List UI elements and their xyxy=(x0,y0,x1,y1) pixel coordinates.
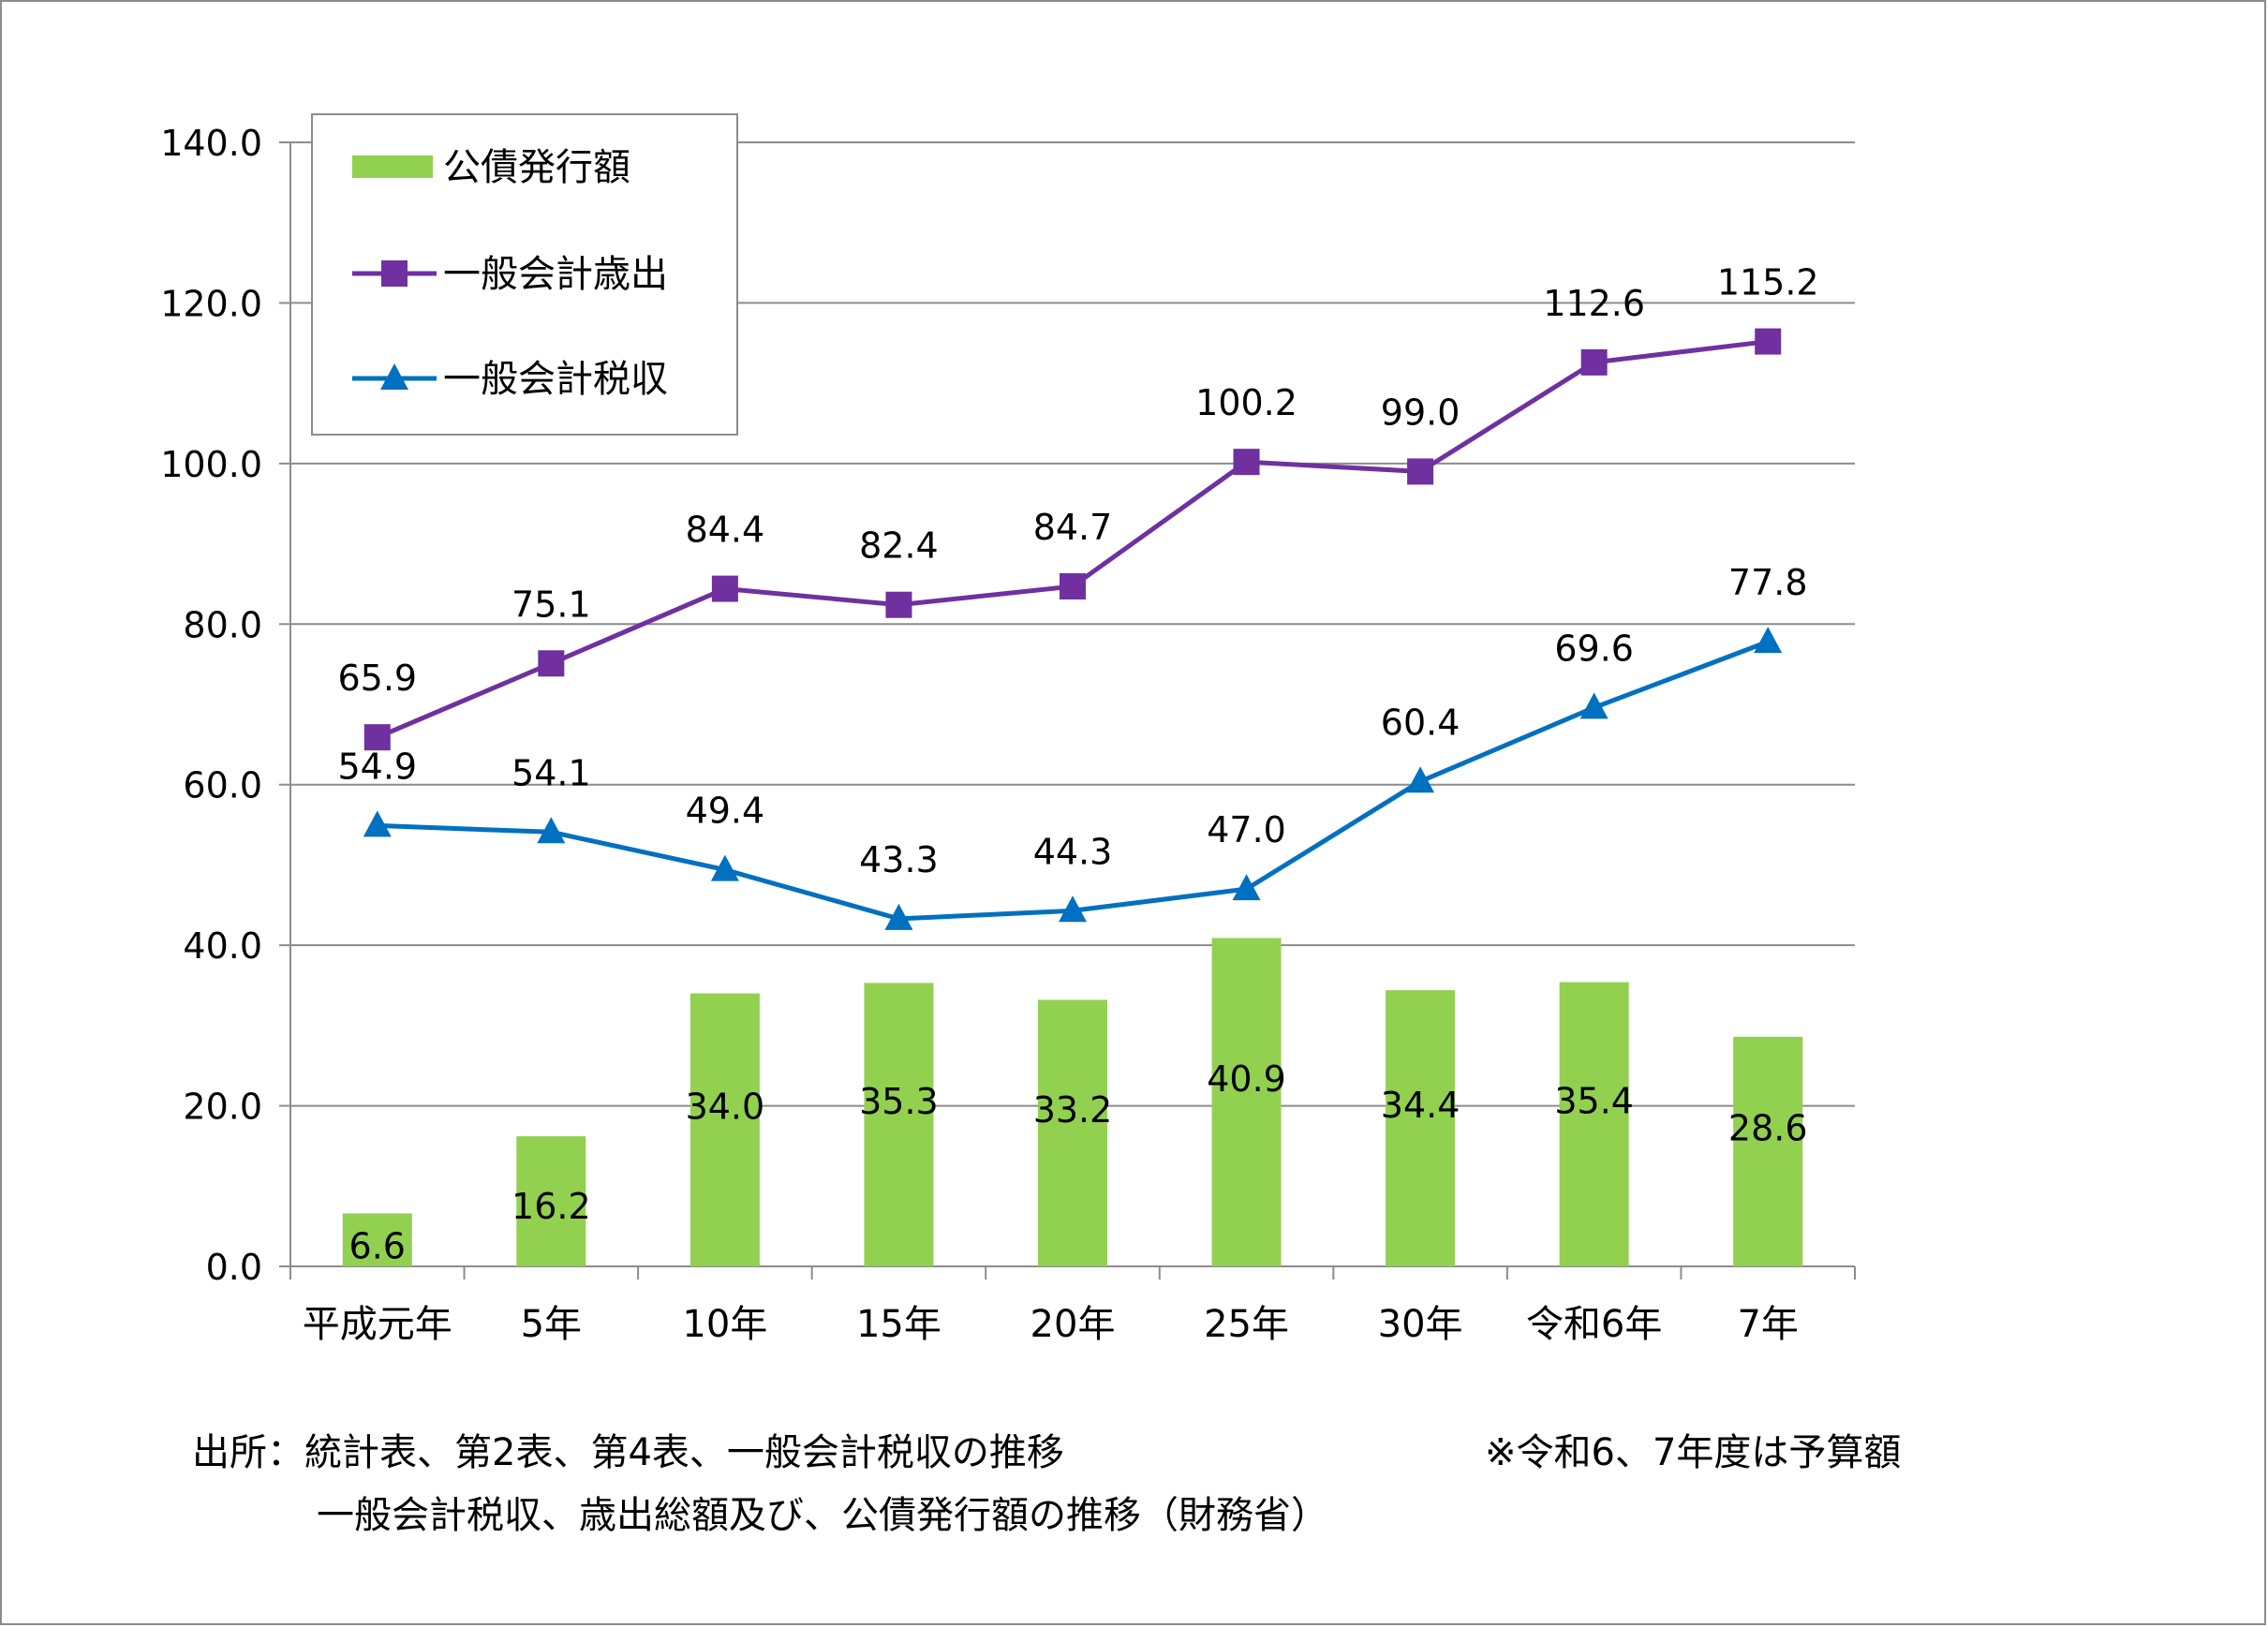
tax-revenue-value-label-5: 47.0 xyxy=(1207,809,1286,850)
marker-expenditure-5 xyxy=(1233,449,1260,476)
expenditure-value-label-0: 65.9 xyxy=(337,658,417,699)
x-tick-label: 7年 xyxy=(1737,1303,1798,1346)
marker-tax-revenue-2 xyxy=(710,854,739,881)
x-tick-label: 平成元年 xyxy=(303,1303,452,1346)
bar-4 xyxy=(1038,999,1107,1266)
tax-revenue-value-label-0: 54.9 xyxy=(337,746,417,787)
tax-revenue-value-label-2: 49.4 xyxy=(686,791,765,832)
marker-expenditure-6 xyxy=(1407,458,1434,485)
x-tick-label: 25年 xyxy=(1204,1303,1289,1346)
marker-expenditure-7 xyxy=(1580,348,1608,376)
bar-value-label-5: 40.9 xyxy=(1207,1058,1286,1100)
marker-expenditure-1 xyxy=(538,650,565,677)
bar-value-label-4: 33.2 xyxy=(1033,1089,1113,1131)
marker-tax-revenue-7 xyxy=(1579,692,1608,719)
marker-tax-revenue-0 xyxy=(363,810,392,837)
budget-note: ※令和6、7年度は予算額 xyxy=(1485,1431,1902,1474)
marker-tax-revenue-8 xyxy=(1754,627,1783,654)
source-note-line1: 出所：統計表、第2表、第4表、一般会計税収の推移 xyxy=(192,1431,1064,1474)
tax-revenue-value-label-3: 43.3 xyxy=(859,839,939,880)
y-tick-label: 20.0 xyxy=(183,1087,262,1128)
legend-label-bar: 公債発行額 xyxy=(443,146,630,189)
tax-revenue-value-label-4: 44.3 xyxy=(1033,831,1113,872)
bar-0 xyxy=(342,1213,412,1266)
marker-expenditure-3 xyxy=(885,591,912,618)
bar-3 xyxy=(864,983,934,1266)
expenditure-value-label-6: 99.0 xyxy=(1381,392,1460,433)
expenditure-value-label-5: 100.2 xyxy=(1195,382,1297,423)
bar-value-label-2: 34.0 xyxy=(686,1087,765,1128)
y-tick-label: 40.0 xyxy=(183,925,262,967)
y-tick-label: 100.0 xyxy=(160,444,262,485)
x-tick-label: 5年 xyxy=(521,1303,582,1346)
x-tick-label: 10年 xyxy=(682,1303,767,1346)
bar-6 xyxy=(1386,990,1456,1266)
tax-revenue-value-label-8: 77.8 xyxy=(1728,562,1808,603)
marker-tax-revenue-4 xyxy=(1059,895,1087,923)
marker-expenditure-8 xyxy=(1755,328,1782,355)
expenditure-value-label-4: 84.7 xyxy=(1033,507,1113,548)
legend-label-tax-revenue: 一般会計税収 xyxy=(443,358,668,401)
bar-value-label-1: 16.2 xyxy=(511,1186,591,1227)
bar-value-label-6: 34.4 xyxy=(1381,1085,1460,1126)
tax-revenue-value-label-1: 54.1 xyxy=(511,752,591,793)
x-tick-label: 15年 xyxy=(856,1303,941,1346)
marker-expenditure-0 xyxy=(363,724,391,751)
tax-revenue-value-label-7: 69.6 xyxy=(1554,628,1634,669)
source-note-line2: 一般会計税収、歳出総額及び、公債発行額の推移（財務省） xyxy=(317,1494,1328,1537)
marker-expenditure-2 xyxy=(711,575,738,602)
y-tick-label: 80.0 xyxy=(183,604,262,645)
expenditure-value-label-1: 75.1 xyxy=(511,584,591,625)
bar-2 xyxy=(689,993,760,1266)
bar-value-label-0: 6.6 xyxy=(349,1225,406,1266)
marker-expenditure-4 xyxy=(1060,573,1086,599)
y-tick-label: 60.0 xyxy=(183,765,262,806)
y-tick-label: 120.0 xyxy=(160,283,262,324)
bar-1 xyxy=(516,1136,586,1266)
x-tick-label: 令和6年 xyxy=(1526,1303,1662,1346)
marker-tax-revenue-6 xyxy=(1406,766,1435,793)
y-tick-label: 0.0 xyxy=(206,1247,262,1288)
legend-marker-expenditure xyxy=(381,260,408,287)
x-tick-label: 20年 xyxy=(1030,1303,1116,1346)
marker-tax-revenue-3 xyxy=(884,903,913,930)
bar-value-label-8: 28.6 xyxy=(1728,1108,1808,1149)
expenditure-value-label-8: 115.2 xyxy=(1717,262,1819,303)
y-tick-label: 140.0 xyxy=(160,123,262,164)
legend-marker-tax-revenue xyxy=(380,363,408,390)
marker-tax-revenue-1 xyxy=(537,817,566,844)
bar-7 xyxy=(1559,982,1629,1266)
expenditure-value-label-2: 84.4 xyxy=(686,510,765,551)
tax-revenue-value-label-6: 60.4 xyxy=(1381,702,1460,743)
bar-8 xyxy=(1733,1036,1803,1266)
bar-value-label-7: 35.4 xyxy=(1554,1081,1634,1122)
legend-swatch-bar xyxy=(352,155,433,178)
legend-label-expenditure: 一般会計歳出 xyxy=(443,253,668,296)
marker-tax-revenue-5 xyxy=(1232,874,1261,901)
x-tick-label: 30年 xyxy=(1378,1303,1463,1346)
expenditure-value-label-3: 82.4 xyxy=(859,525,939,567)
bar-value-label-3: 35.3 xyxy=(859,1081,939,1122)
expenditure-value-label-7: 112.6 xyxy=(1543,283,1645,324)
bar-5 xyxy=(1211,938,1282,1266)
